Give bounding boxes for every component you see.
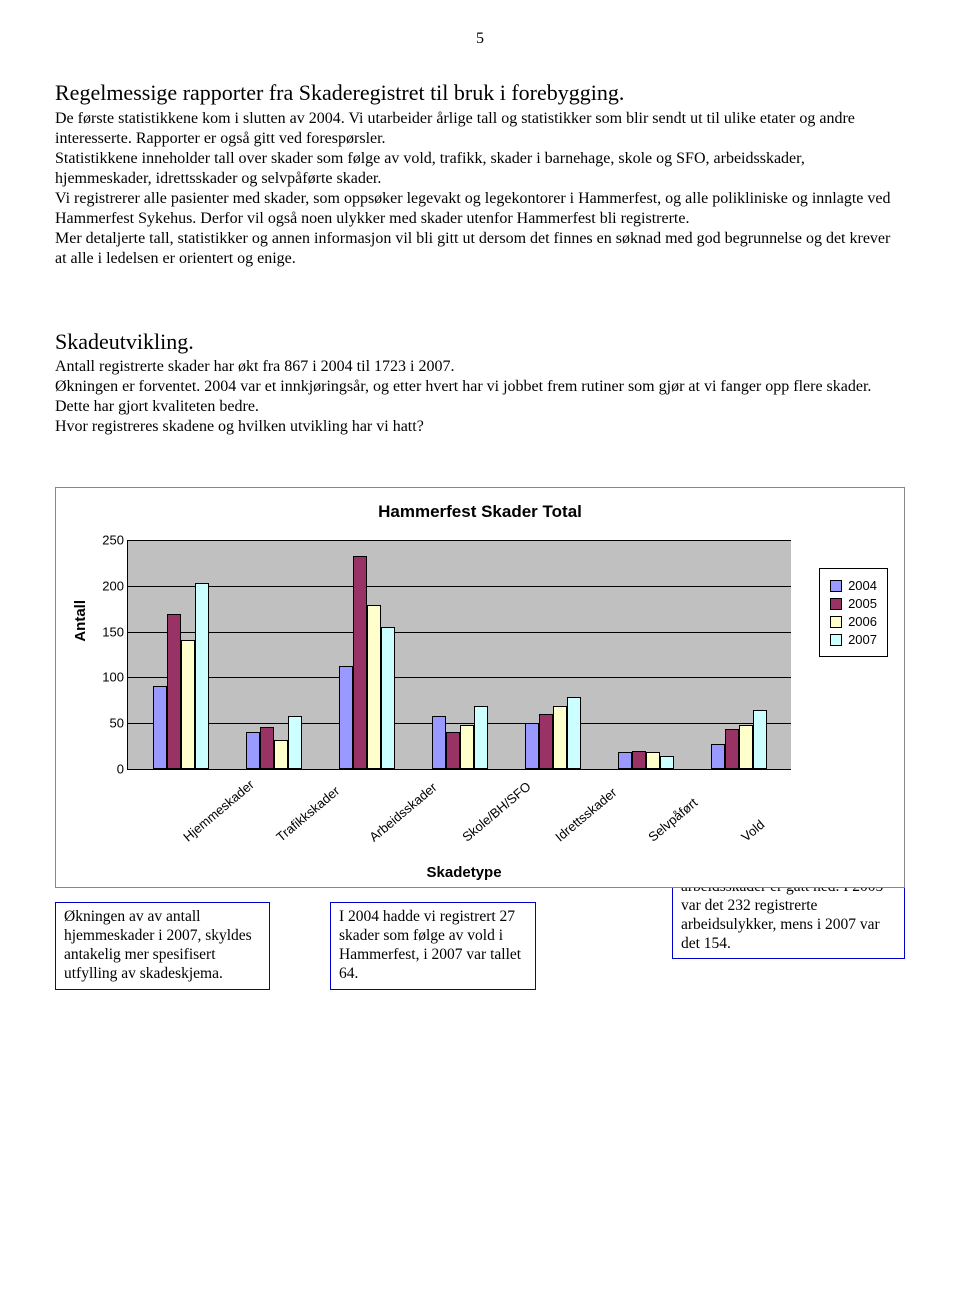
legend-label: 2004 <box>848 578 877 593</box>
bar <box>446 732 460 769</box>
bar <box>567 697 581 769</box>
bar <box>288 716 302 769</box>
ytick-label: 150 <box>90 624 124 639</box>
bar <box>646 752 660 769</box>
legend-item: 2006 <box>830 614 877 629</box>
chart-legend: 2004 2005 2006 2007 <box>819 568 888 657</box>
paragraph: Antall registrerte skader har økt fra 86… <box>55 357 905 377</box>
bar <box>539 714 553 769</box>
bar-group <box>246 716 302 769</box>
bar <box>339 666 353 769</box>
legend-label: 2005 <box>848 596 877 611</box>
bar <box>711 744 725 769</box>
paragraph: Økningen er forventet. 2004 var et innkj… <box>55 377 905 417</box>
chart-title: Hammerfest Skader Total <box>72 502 888 522</box>
ytick-label: 50 <box>90 716 124 731</box>
page-number: 5 <box>55 30 905 48</box>
ytick-label: 100 <box>90 670 124 685</box>
xtick-label: Vold <box>739 824 805 899</box>
ytick-label: 250 <box>90 533 124 548</box>
heading-regelmessige: Regelmessige rapporter fra Skaderegistre… <box>55 80 905 106</box>
bar-group <box>525 697 581 769</box>
bar <box>660 756 674 769</box>
xtick-label: Hjemmeskader <box>180 824 246 899</box>
bar-group <box>432 706 488 769</box>
xtick-label: Selvpåført <box>646 824 712 899</box>
chart-container: Hammerfest Skader Total Antall 050100150… <box>55 487 905 888</box>
bar <box>260 727 274 769</box>
bar-group <box>711 710 767 769</box>
callout-box: Økningen av av antall hjemmeskader i 200… <box>55 902 270 990</box>
legend-item: 2007 <box>830 632 877 647</box>
legend-swatch <box>830 634 842 646</box>
ytick-label: 0 <box>90 762 124 777</box>
legend-swatch <box>830 598 842 610</box>
bar <box>739 725 753 769</box>
legend-item: 2004 <box>830 578 877 593</box>
bar <box>353 556 367 769</box>
paragraph: Hvor registreres skadene og hvilken utvi… <box>55 417 905 437</box>
bar <box>274 740 288 769</box>
paragraph: Mer detaljerte tall, statistikker og ann… <box>55 229 905 269</box>
ytick-label: 200 <box>90 578 124 593</box>
bar <box>153 686 167 769</box>
bar <box>432 716 446 769</box>
paragraph: Statistikkene inneholder tall over skade… <box>55 149 905 189</box>
bar <box>381 627 395 769</box>
callout-box: I 2004 hadde vi registrert 27 skader som… <box>330 902 536 990</box>
legend-label: 2007 <box>848 632 877 647</box>
bar <box>167 614 181 769</box>
legend-label: 2006 <box>848 614 877 629</box>
xtick-label: Skole/BH/SFO <box>459 824 525 899</box>
bar-group <box>339 556 395 769</box>
paragraph: De første statistikkene kom i slutten av… <box>55 109 905 149</box>
bar <box>725 729 739 769</box>
bar-group <box>618 751 674 769</box>
xtick-label: Trafikkskader <box>273 824 339 899</box>
chart-ylabel: Antall <box>72 600 89 642</box>
chart-plot-area: 050100150200250 <box>127 540 791 770</box>
xtick-label: Arbeidsskader <box>366 824 432 899</box>
bar <box>753 710 767 769</box>
bar <box>195 583 209 769</box>
bar <box>181 640 195 769</box>
legend-item: 2005 <box>830 596 877 611</box>
xtick-label: Idrettsskader <box>552 824 618 899</box>
bar <box>474 706 488 769</box>
bar <box>460 725 474 769</box>
heading-skadeutvikling: Skadeutvikling. <box>55 329 905 355</box>
bar <box>367 605 381 769</box>
bar-group <box>153 583 209 769</box>
bar <box>525 723 539 769</box>
legend-swatch <box>830 616 842 628</box>
bar <box>246 732 260 769</box>
legend-swatch <box>830 580 842 592</box>
paragraph: Vi registrerer alle pasienter med skader… <box>55 189 905 229</box>
bar <box>553 706 567 769</box>
bar <box>618 752 632 769</box>
bar <box>632 751 646 769</box>
